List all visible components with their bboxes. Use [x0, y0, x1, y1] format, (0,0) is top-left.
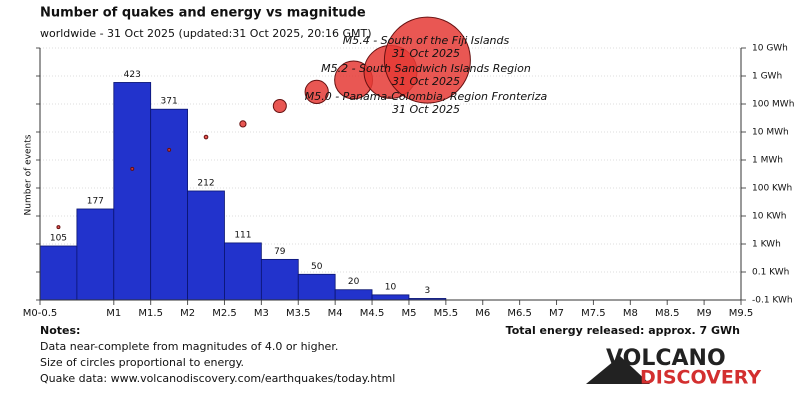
annotation-date: 31 Oct 2025: [392, 103, 460, 116]
value-label: 177: [87, 196, 104, 206]
energy-circle: [239, 120, 247, 128]
y2-tick-label: 1 MWh: [752, 156, 783, 166]
energy-circle: [272, 98, 287, 113]
logo-bottom: DISCOVERY: [640, 367, 761, 389]
value-label: 212: [197, 178, 214, 188]
x-tick-label: M0-0.5: [23, 308, 58, 319]
x-tick-label: M9.5: [729, 308, 754, 319]
note: Quake data: www.volcanodiscovery.com/ear…: [40, 372, 395, 385]
annotation-date: 31 Oct 2025: [392, 47, 460, 60]
logo-mountain: [586, 356, 650, 384]
x-tick-label: M6: [475, 308, 490, 319]
y2-tick-label: 10 MWh: [752, 128, 789, 138]
energy-circle: [383, 16, 471, 104]
bar: [334, 289, 373, 301]
value-label: 10: [385, 282, 397, 292]
x-tick-label: M3: [254, 308, 269, 319]
bar: [224, 242, 262, 301]
bar: [187, 190, 225, 301]
note: Data near-complete from magnitudes of 4.…: [40, 340, 338, 353]
y2-tick-label: 10 KWh: [752, 212, 787, 222]
x-tick-label: M8: [623, 308, 638, 319]
annotation-date: 31 Oct 2025: [392, 75, 460, 88]
bar: [76, 208, 115, 301]
note: Size of circles proportional to energy.: [40, 356, 244, 369]
y2-tick-label: 100 KWh: [752, 184, 792, 194]
logo-top: VOLCANO: [606, 346, 726, 371]
energy-circle: [130, 166, 135, 171]
bar: [371, 294, 410, 301]
energy-circle: [304, 79, 329, 105]
value-label: 20: [348, 277, 360, 287]
value-label: 50: [311, 262, 323, 272]
bar: [113, 82, 152, 301]
y-axis-label: Number of events: [24, 134, 34, 215]
x-tick-label: M9: [697, 308, 712, 319]
value-label: 111: [234, 230, 251, 240]
value-label: 423: [124, 70, 141, 80]
bar: [260, 258, 299, 301]
x-tick-label: M8.5: [655, 308, 680, 319]
y2-tick-label: -0.1 KWh: [752, 296, 793, 306]
value-label: 105: [50, 234, 67, 244]
x-tick-label: M1: [106, 308, 121, 319]
x-tick-label: M2.5: [212, 308, 237, 319]
x-tick-label: M2: [180, 308, 195, 319]
x-tick-label: M3.5: [286, 308, 311, 319]
annotation: M5.0 - Panama-Colombia, Region Fronteriz…: [305, 90, 548, 103]
y2-tick-label: 1 GWh: [752, 72, 782, 82]
x-tick-label: M4: [328, 308, 343, 319]
chart-title: Number of quakes and energy vs magnitude: [40, 6, 366, 21]
notes-title: Notes:: [40, 324, 80, 337]
y2-tick-label: 100 MWh: [752, 100, 794, 110]
x-tick-label: M1.5: [138, 308, 163, 319]
total-energy: Total energy released: approx. 7 GWh: [506, 324, 740, 337]
chart-subtitle: worldwide - 31 Oct 2025 (updated:31 Oct …: [40, 27, 372, 40]
annotation: M5.2 - South Sandwich Islands Region: [321, 62, 531, 75]
energy-circle: [203, 134, 209, 140]
x-tick-label: M7: [549, 308, 564, 319]
y2-tick-label: 0.1 KWh: [752, 268, 789, 278]
x-tick-label: M5: [401, 308, 416, 319]
x-tick-label: M4.5: [360, 308, 385, 319]
y2-tick-label: 10 GWh: [752, 44, 788, 54]
bar: [39, 245, 78, 301]
value-label: 79: [274, 247, 286, 257]
value-label: 371: [161, 97, 178, 107]
bar: [150, 108, 188, 301]
value-label: 3: [425, 286, 431, 296]
y2-tick-label: 1 KWh: [752, 240, 781, 250]
x-tick-label: M6.5: [507, 308, 532, 319]
x-tick-label: M7.5: [581, 308, 606, 319]
energy-circle: [167, 147, 172, 152]
energy-circle: [56, 225, 61, 230]
bar: [297, 273, 336, 301]
x-tick-label: M5.5: [434, 308, 459, 319]
annotation: M5.4 - South of the Fiji Islands: [343, 34, 510, 47]
